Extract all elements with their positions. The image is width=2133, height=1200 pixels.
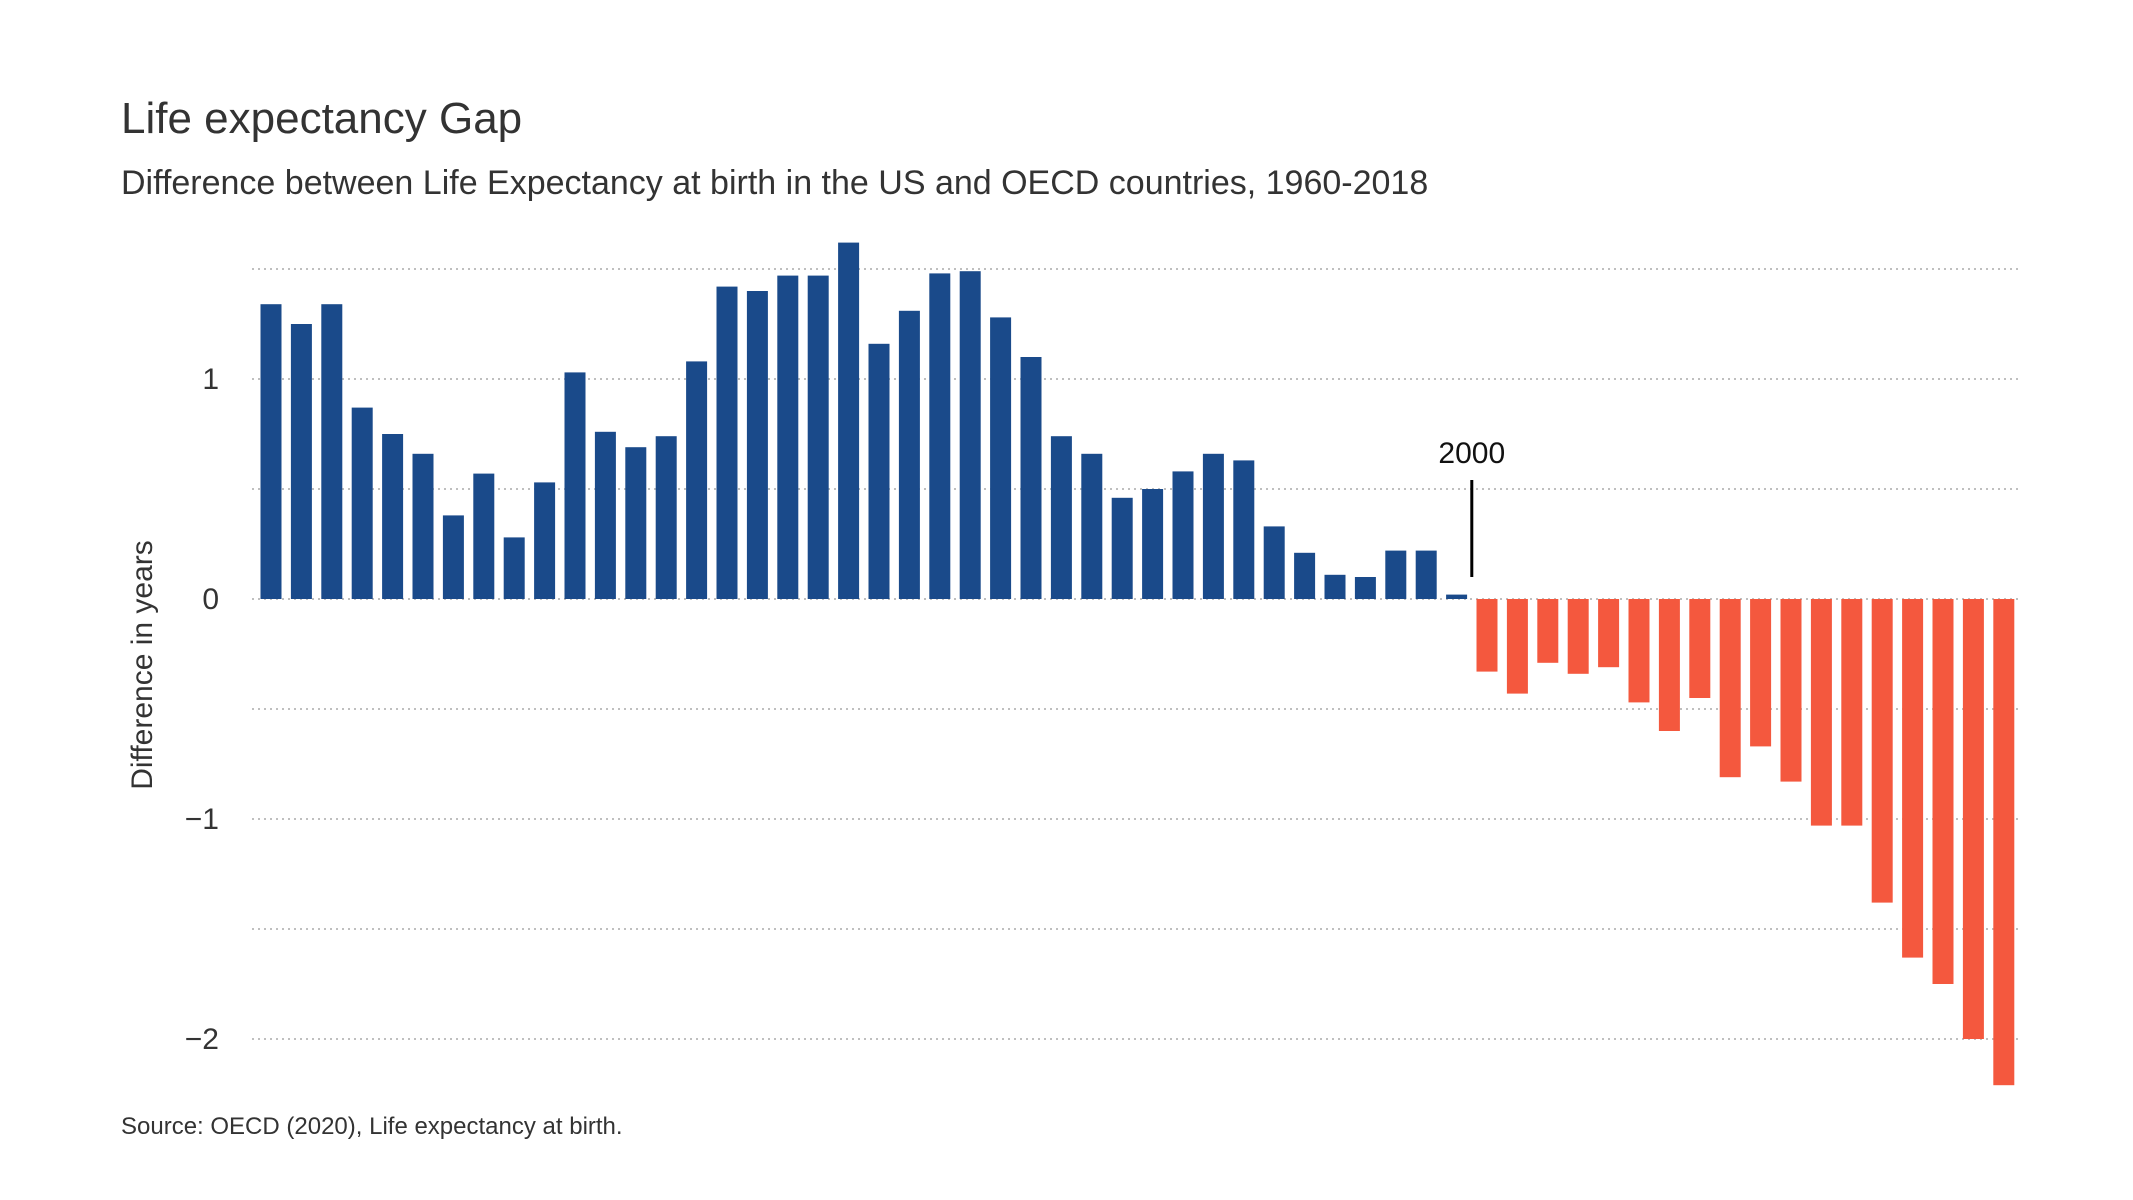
bar (990, 317, 1012, 599)
bar (1263, 526, 1285, 599)
chart-subtitle: Difference between Life Expectancy at bi… (121, 164, 1429, 202)
bar (686, 361, 708, 599)
bar (1932, 599, 1954, 984)
bar (1446, 594, 1468, 599)
bar (1172, 471, 1194, 599)
bar (1385, 550, 1407, 599)
bar (1111, 497, 1133, 599)
bar (1689, 599, 1711, 698)
bar (1902, 599, 1924, 958)
y-tick-label: −2 (185, 1023, 219, 1056)
bar (1993, 599, 2015, 1086)
bar (1050, 436, 1072, 599)
bar (1962, 599, 1984, 1039)
bar (382, 434, 404, 599)
bar (1142, 489, 1164, 599)
bar (1658, 599, 1680, 731)
bar (473, 473, 495, 599)
bar (1567, 599, 1589, 674)
bar (1415, 550, 1437, 599)
bar (290, 324, 312, 599)
bar (898, 310, 920, 599)
y-tick-label: −1 (185, 803, 219, 836)
bar (746, 291, 768, 599)
y-axis-ticks: 1 0 −1 −2 (185, 363, 219, 1056)
bar (716, 286, 738, 599)
bar (1294, 552, 1316, 599)
bar (868, 343, 890, 599)
bar (1780, 599, 1802, 782)
bar (1871, 599, 1893, 903)
bar (1324, 574, 1346, 599)
bar (442, 515, 464, 599)
bar (564, 372, 586, 599)
bar (1354, 577, 1376, 599)
bar (1628, 599, 1650, 703)
source-note: Source: OECD (2020), Life expectancy at … (121, 1113, 623, 1140)
bar (1506, 599, 1528, 694)
bar (1750, 599, 1772, 747)
bar (351, 407, 373, 599)
bar (777, 275, 799, 599)
bar (594, 431, 616, 599)
bar (929, 273, 951, 599)
bar (1233, 460, 1255, 599)
bar (1841, 599, 1863, 826)
bar (1537, 599, 1559, 663)
bar (1202, 453, 1224, 599)
bar (260, 304, 282, 599)
y-tick-label: 0 (202, 583, 219, 616)
bar (655, 436, 677, 599)
bar (1476, 599, 1498, 672)
bar (412, 453, 434, 599)
bar (838, 242, 860, 599)
bar (321, 304, 343, 599)
bar (1020, 357, 1042, 599)
bar (503, 537, 525, 599)
chart-title: Life expectancy Gap (121, 94, 523, 143)
bar (1081, 453, 1103, 599)
bar (1598, 599, 1620, 668)
bar (1810, 599, 1832, 826)
bars (260, 242, 2015, 1086)
bar (625, 447, 647, 599)
y-tick-label: 1 (202, 363, 219, 396)
bar (1719, 599, 1741, 778)
annotation-label: 2000 (1438, 437, 1505, 470)
bar (534, 482, 556, 599)
bar (807, 275, 829, 599)
bar (959, 271, 981, 599)
y-axis-label: Difference in years (126, 540, 159, 790)
